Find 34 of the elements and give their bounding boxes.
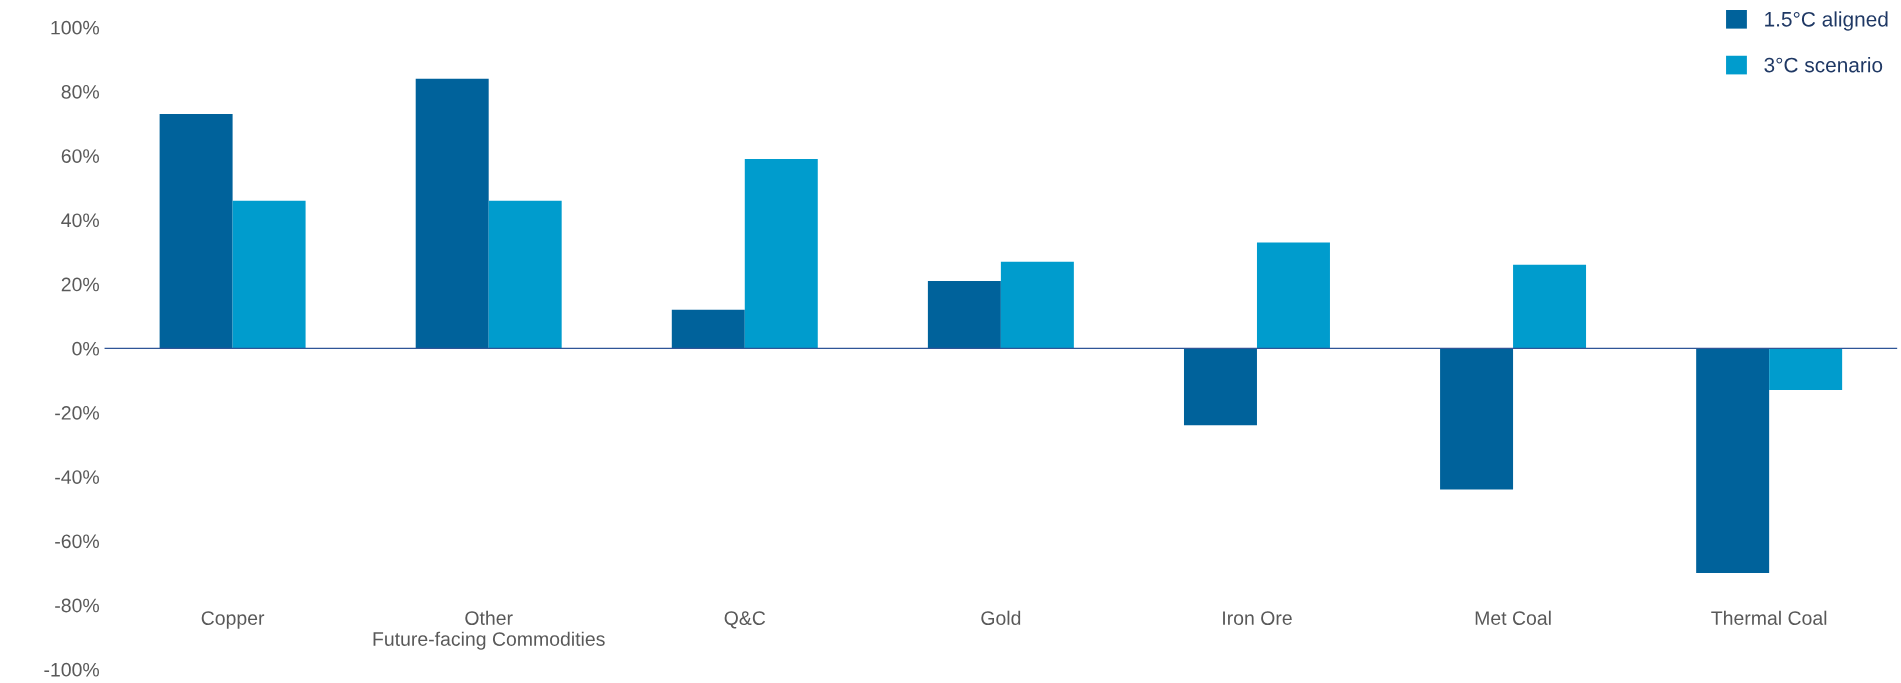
bar [232,200,306,349]
bar [159,113,233,349]
y-tick-label: -60% [55,534,99,549]
bar [1183,348,1257,426]
y-tick-label: -40% [55,470,99,484]
x-tick-label: Other Future-facing Commodities [373,610,605,650]
legend-label: 3°C scenario [1764,57,1883,73]
bar [1696,348,1770,574]
bar [671,309,745,349]
bar [1769,348,1843,391]
x-tick-label: Met Coal [1475,610,1551,625]
y-tick-label: 80% [61,84,99,99]
y-tick-label: 40% [61,213,99,228]
x-tick-label: Gold [981,610,1021,625]
x-tick-label: Copper [201,611,265,629]
bar [744,158,818,349]
bar [488,200,562,349]
bar [1440,348,1514,490]
y-tick-label: 100% [51,20,99,35]
y-tick-label: 60% [61,149,99,163]
y-tick-label: 20% [61,277,99,292]
x-tick-label: Q&C [724,611,766,629]
legend-label: 1.5°C aligned [1765,11,1888,31]
bar [415,78,489,349]
y-tick-label: -20% [55,406,99,420]
y-tick-label: 0% [72,341,99,356]
x-tick-label: Thermal Coal [1711,610,1827,625]
y-tick-label: -80% [55,598,99,613]
bar [1000,261,1074,349]
bar [1513,264,1587,349]
bar [1256,242,1330,349]
bar [927,280,1001,349]
x-tick-label: Iron Ore [1223,611,1292,625]
y-tick-label: -100% [44,662,100,677]
